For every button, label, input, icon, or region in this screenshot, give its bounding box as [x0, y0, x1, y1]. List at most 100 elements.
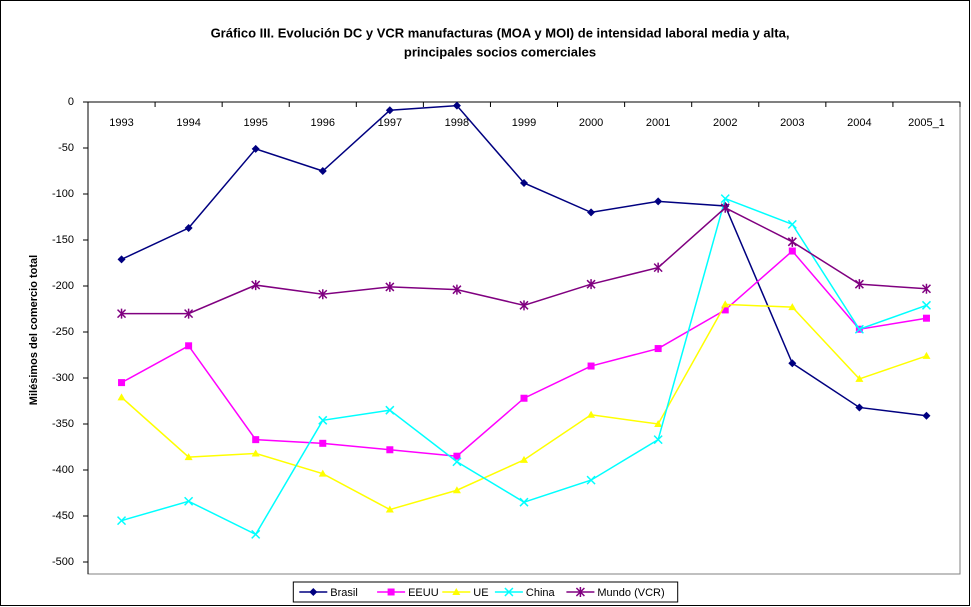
marker — [519, 497, 529, 507]
marker — [453, 452, 461, 460]
y-tick-label: -350 — [52, 418, 74, 430]
marker — [520, 394, 528, 402]
x-tick-label: 2001 — [646, 117, 670, 129]
legend-item: Brasil — [299, 587, 358, 599]
x-tick-label: 1998 — [445, 117, 469, 129]
marker — [787, 236, 797, 247]
x-tick-label: 2005_1 — [908, 117, 945, 129]
marker — [788, 247, 796, 255]
legend-box — [292, 581, 679, 603]
legend-item: EEUU — [377, 587, 439, 599]
marker — [318, 289, 328, 300]
x-tick-label: 2004 — [847, 117, 871, 129]
legend-item: China — [494, 587, 556, 599]
legend-label: Mundo (VCR) — [597, 587, 664, 599]
marker — [922, 411, 931, 420]
marker — [385, 405, 395, 415]
marker — [921, 300, 931, 310]
y-tick-label: -200 — [52, 280, 74, 292]
marker — [587, 208, 596, 217]
marker — [519, 300, 529, 311]
x-tick-label: 1994 — [176, 117, 200, 129]
legend-item: Mundo (VCR) — [566, 587, 665, 599]
marker — [788, 303, 797, 311]
marker — [504, 587, 514, 597]
y-tick-label: -450 — [52, 510, 74, 522]
y-axis-label: Milésimos del comercio total — [28, 255, 40, 405]
marker — [309, 588, 318, 596]
marker — [854, 279, 864, 290]
marker — [386, 446, 394, 454]
marker — [184, 496, 194, 506]
y-tick-label: -150 — [52, 234, 74, 246]
x-tick-label: 1997 — [378, 117, 402, 129]
marker — [452, 588, 461, 595]
marker — [184, 308, 194, 319]
marker — [922, 351, 931, 359]
marker — [385, 505, 394, 513]
marker — [117, 308, 127, 319]
marker — [117, 516, 127, 526]
y-tick-label: -500 — [52, 556, 74, 568]
marker — [653, 435, 663, 445]
marker — [787, 219, 797, 229]
legend-item: UE — [442, 587, 489, 599]
chart-title: principales socios comerciales — [404, 44, 596, 59]
marker — [654, 197, 663, 206]
marker — [855, 403, 864, 412]
legend-label: China — [526, 587, 556, 599]
y-tick-label: -400 — [52, 464, 74, 476]
marker — [118, 379, 126, 387]
marker — [520, 178, 528, 187]
marker — [520, 455, 528, 463]
marker — [855, 374, 864, 382]
marker — [452, 284, 462, 295]
x-tick-label: 2000 — [579, 117, 603, 129]
x-tick-label: 1993 — [109, 117, 133, 129]
marker — [117, 393, 126, 401]
marker — [788, 359, 797, 368]
marker — [452, 486, 461, 494]
marker — [654, 345, 662, 353]
marker — [720, 194, 730, 204]
chart-title: Gráfico III. Evolución DC y VCR manufact… — [211, 25, 790, 40]
marker — [117, 255, 126, 264]
marker — [721, 300, 730, 308]
marker — [319, 439, 327, 447]
x-tick-label: 1999 — [512, 117, 536, 129]
marker — [251, 280, 261, 291]
marker — [452, 101, 461, 110]
marker — [452, 457, 462, 467]
y-tick-label: -250 — [52, 326, 74, 338]
marker — [587, 410, 596, 418]
marker — [720, 202, 730, 213]
y-tick-label: -100 — [52, 188, 74, 200]
marker — [252, 436, 260, 444]
marker — [318, 469, 327, 477]
marker — [185, 342, 193, 350]
marker — [251, 449, 260, 457]
x-tick-label: 2002 — [713, 117, 737, 129]
marker — [922, 314, 930, 322]
marker — [653, 262, 663, 273]
marker — [184, 453, 193, 461]
y-tick-label: -50 — [58, 142, 74, 154]
y-tick-label: -300 — [52, 372, 74, 384]
x-tick-label: 1995 — [243, 117, 267, 129]
marker — [575, 587, 585, 597]
marker — [385, 281, 395, 292]
x-tick-label: 1996 — [311, 117, 335, 129]
marker — [586, 279, 596, 290]
x-tick-label: 2003 — [780, 117, 804, 129]
marker — [854, 324, 864, 334]
marker — [251, 144, 260, 153]
marker — [251, 529, 261, 539]
marker — [318, 415, 328, 425]
marker — [184, 224, 193, 233]
legend-label: UE — [473, 587, 488, 599]
marker — [587, 362, 595, 370]
marker — [654, 420, 663, 427]
marker — [318, 167, 327, 175]
marker — [586, 475, 596, 485]
